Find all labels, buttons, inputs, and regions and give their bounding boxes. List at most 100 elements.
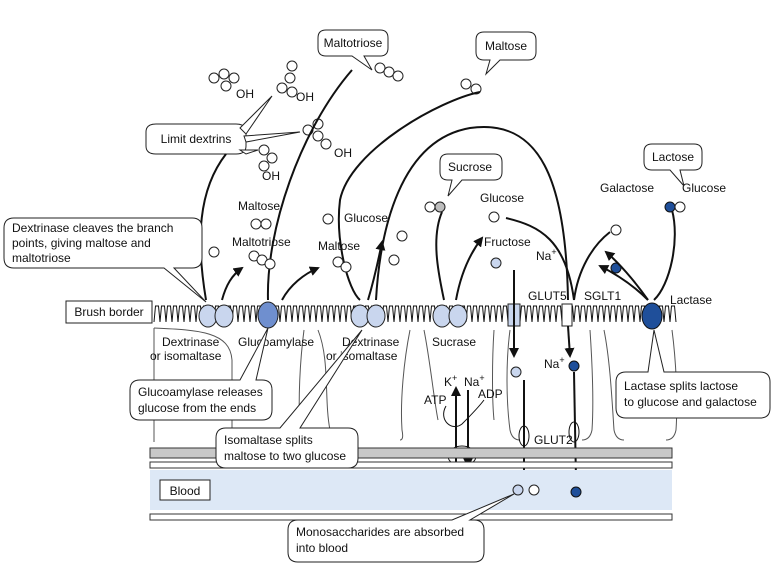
arrow-sucrose-to-sucrase [435,211,445,301]
arrow-isomaltase-product [367,240,386,301]
basement-membrane [149,447,673,459]
atp-curve [443,399,485,428]
maltotriose-bubble: Maltotriose [317,29,389,71]
lactase-splits-line-1: Lactase splits lactose [624,379,738,393]
svg-text:OH: OH [334,146,352,160]
maltose-label-2: Maltose [318,239,360,253]
monosaccharides-line-1: Monosaccharides are absorbed [296,525,464,539]
brush-border-label-box: Brush border [65,300,153,324]
arrow-sglt1-inward [564,325,575,358]
glucoamylase-releases-callout: Glucoamylase releases glucose from the e… [129,327,273,421]
dextrinase-cleaves-line-3: maltotriose [12,251,71,265]
svg-text:OH: OH [296,90,314,104]
arrow-limit-dextrins-to-dextrinase [199,153,227,301]
monosaccharides-line-2: into blood [296,541,348,555]
glucose-molecule-2 [322,213,334,225]
maltose-top-bubble: Maltose [475,31,537,76]
glucoamylase-releases-line-1: Glucoamylase releases [138,385,263,399]
glucose-label-3: Glucose [480,191,524,205]
maltotriose-label-1: Maltotriose [232,235,291,249]
maltose-top-bubble-label: Maltose [485,39,527,53]
arrow-lactose-to-lactase [653,209,676,301]
na-plus-label-cell: Na+ [544,355,565,371]
svg-text:OH: OH [236,87,254,101]
dextrinase-enzyme-2 [350,304,386,328]
dextrinase-1-label-line-2: or isomaltase [150,349,222,363]
arrow-lactase-galactose [604,250,649,301]
capillary-wall-top [149,461,673,469]
glut5-label: GLUT5 [528,289,567,303]
maltotriose-molecule [374,62,404,82]
galactose-in-blood [528,484,540,496]
glut2-label: GLUT2 [534,433,573,447]
blood-label-box: Blood [159,479,211,501]
glucose-in-blood [570,486,582,498]
blood-label: Blood [170,484,201,498]
glucose-in-cell [568,360,580,372]
lactose-label: Lactose [652,150,694,164]
dextrinase-1-label-line-1: Dextrinase [162,335,220,349]
maltotriose-molecule-2 [248,250,276,270]
limit-dextrin-molecule-3: OH [302,118,352,160]
glucoamylase-enzyme [257,301,279,329]
na-plus-label-top: Na+ [536,247,557,263]
maltose-molecule-2 [332,256,352,273]
microvilli [153,305,677,323]
galactose-label: Galactose [600,181,654,195]
galactose-molecule [610,224,622,236]
maltose-molecule-1 [250,218,272,230]
capillary-wall-bottom [149,513,673,521]
limit-dextrins-bubble: Limit dextrins [145,95,301,155]
isomaltase-splits-line-1: Isomaltase splits [224,433,313,447]
monosaccharides-callout: Monosaccharides are absorbed into blood [287,493,515,563]
glucose-label-4: Glucose [682,181,726,195]
fructose-molecule [490,257,502,269]
k-plus-label-top: K+ [444,373,457,389]
glucoamylase-label: Glucoamylase [238,335,314,349]
limit-dextrin-molecule-2: OH [276,60,314,104]
arrow-big-loop-left [375,125,569,301]
maltotriose-bubble-label: Maltotriose [324,36,383,50]
dextrinase-cleaves-callout: Dextrinase cleaves the branch points, gi… [3,217,207,303]
arrow-glucose-to-sglt1 [505,217,575,301]
arrow-lactase-glucose [598,265,649,301]
maltose-molecule-top [460,78,482,95]
sucrase-label: Sucrase [432,335,476,349]
svg-text:OH: OH [262,169,280,183]
glucoamylase-releases-line-2: glucose from the ends [138,401,256,415]
sucrase-enzyme [432,304,468,328]
brush-border-label: Brush border [74,305,143,319]
na-plus-label-pump-top: Na+ [464,373,485,389]
glucose-free-2 [396,230,408,242]
dextrinase-cleaves-line-1: Dextrinase cleaves the branch [12,221,173,235]
lactose-bubble: Lactose [643,143,703,187]
lactose-molecule [664,201,686,213]
atp-label: ATP [424,393,446,407]
lactase-splits-callout: Lactase splits lactose to glucose and ga… [615,329,771,419]
dextrinase-cleaves-line-2: points, giving maltose and [12,236,151,250]
sglt1-transporter [561,303,573,327]
maltose-label-1: Maltose [238,199,280,213]
arrow-galactose-to-sglt1 [573,231,611,301]
arrow-sucrase-product [455,236,484,301]
isomaltase-splits-callout: Isomaltase splits maltose to two glucose [215,329,363,469]
sucrose-bubble: Sucrose [439,153,503,197]
arrow-maltose-to-isomaltase [337,91,481,301]
glucose-free-1 [208,246,220,258]
dextrinase-enzyme-1 [198,304,234,328]
lactase-splits-line-2: to glucose and galactose [624,395,757,409]
arrow-dextrinase-product [221,266,244,301]
fructose-in-blood [512,484,524,496]
adp-label: ADP [478,387,503,401]
glucose-label-2: Glucose [344,211,388,225]
isomaltase-splits-line-2: maltose to two glucose [224,449,346,463]
arrow-glucoamylase-product [281,266,320,301]
glucose-free-3 [388,254,400,266]
lactase-label: Lactase [670,293,712,307]
blood-band [150,470,672,510]
glucose-molecule-4 [610,262,622,274]
sucrose-molecule [424,201,446,213]
limit-dextrin-molecule-4: OH [258,144,280,183]
sucrose-label: Sucrose [448,160,492,174]
